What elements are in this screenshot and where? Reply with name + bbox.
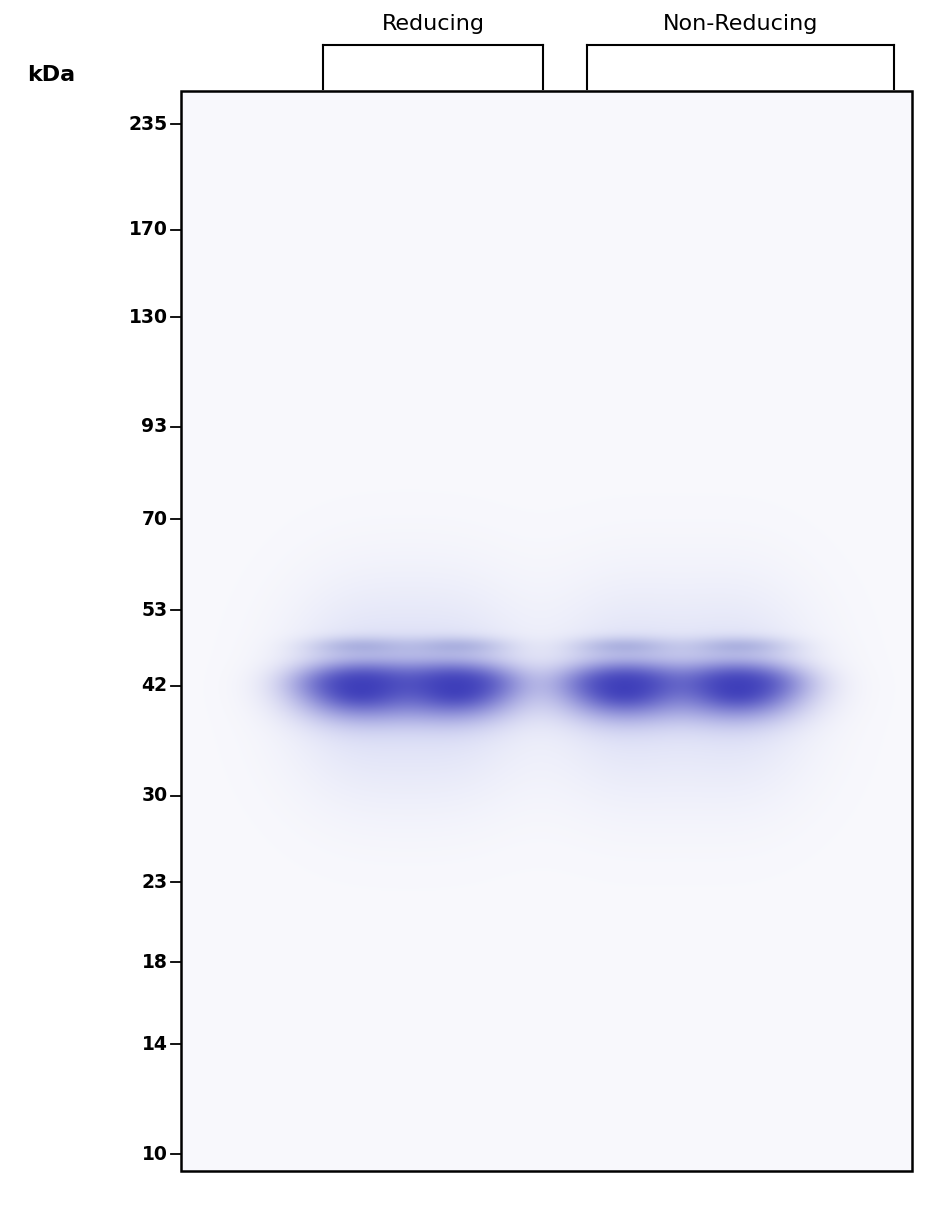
Text: 18: 18	[142, 953, 168, 972]
Text: 235: 235	[129, 114, 168, 134]
Text: 170: 170	[129, 220, 168, 240]
Text: 23: 23	[142, 873, 168, 892]
Text: kDa: kDa	[27, 66, 75, 85]
Bar	[181, 91, 912, 1171]
Text: 130: 130	[129, 308, 168, 327]
Text: 42: 42	[142, 677, 168, 695]
Text: 70: 70	[142, 510, 168, 529]
Text: 10: 10	[142, 1144, 168, 1163]
Text: Non-Reducing: Non-Reducing	[662, 15, 818, 34]
Text: 14: 14	[142, 1034, 168, 1054]
Text: 93: 93	[142, 417, 168, 436]
Text: Reducing: Reducing	[382, 15, 484, 34]
Text: 30: 30	[142, 786, 168, 806]
Text: 53: 53	[142, 600, 168, 619]
